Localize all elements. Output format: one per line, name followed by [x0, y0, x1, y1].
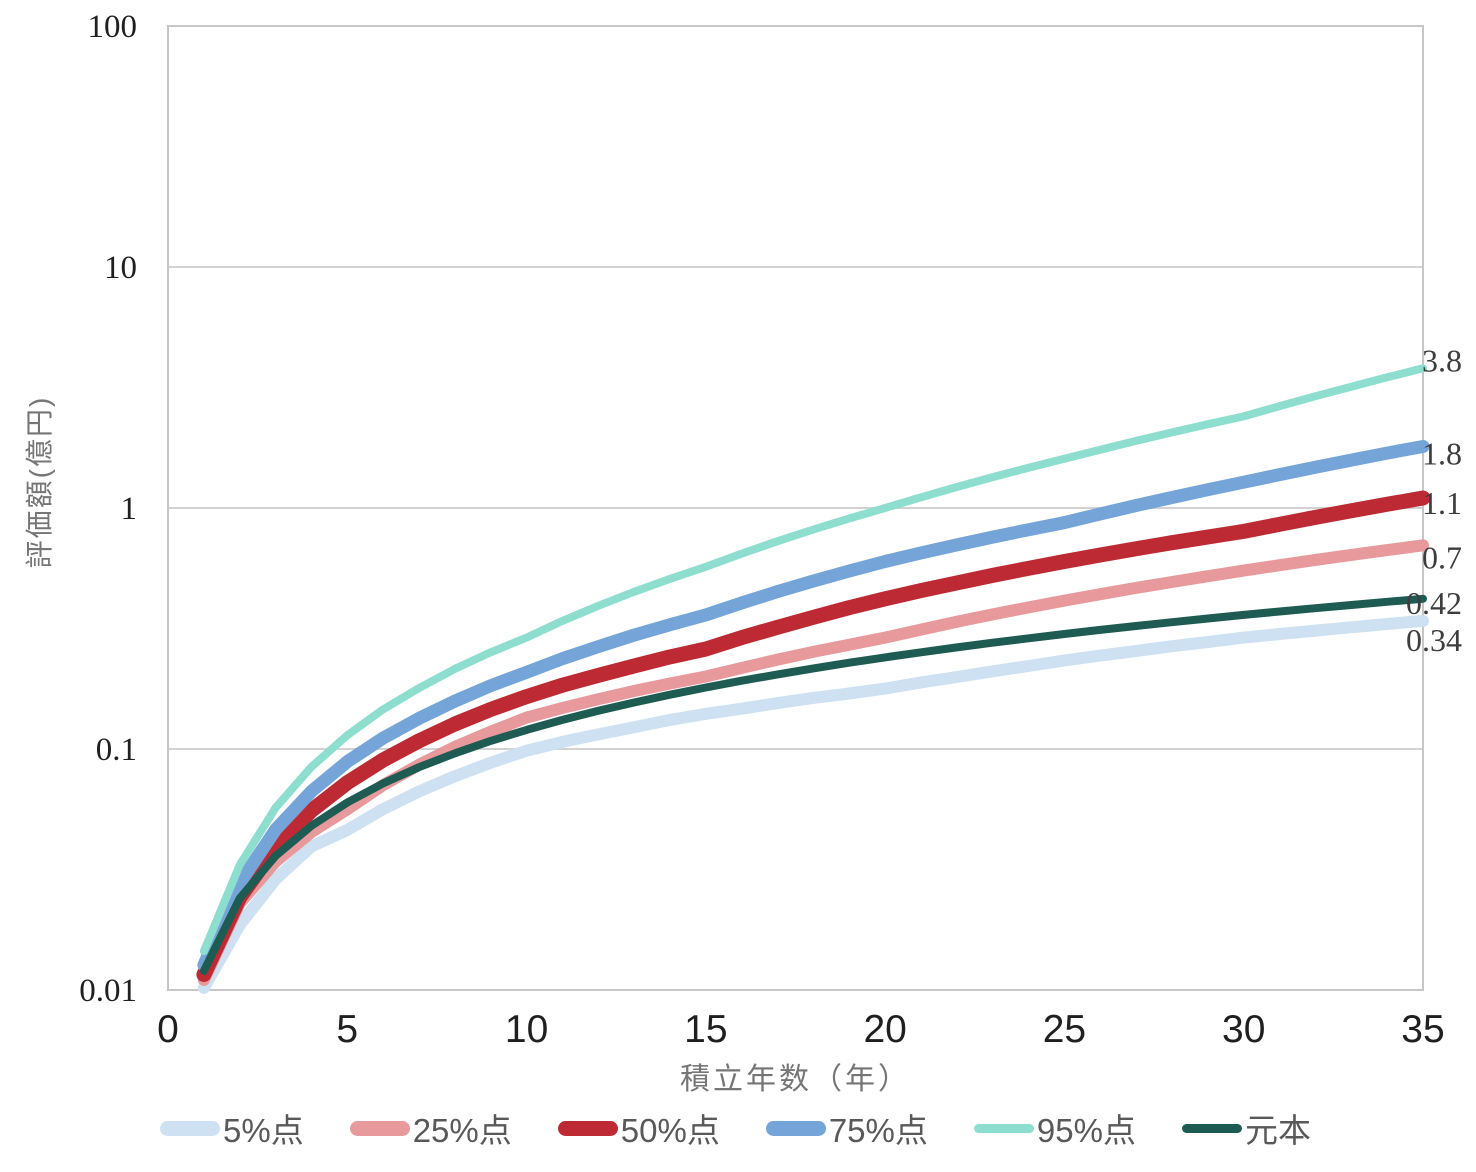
legend-item-50%点: 50%点	[557, 1104, 720, 1152]
series-line-元本	[199, 594, 1427, 975]
legend-swatch-75%点	[765, 1120, 826, 1136]
x-axis-title: 積立年数（年）	[680, 1063, 911, 1096]
x-tick-label: 35	[1401, 1008, 1444, 1051]
y-tick-label: 0.1	[96, 732, 137, 768]
series-line-75%点	[197, 440, 1430, 972]
x-tick-label: 15	[684, 1008, 727, 1051]
series-end-label-75%点: 1.8	[1422, 435, 1462, 471]
legend-label: 95%点	[1036, 1112, 1136, 1149]
x-tick-label: 10	[505, 1008, 548, 1051]
legend-swatch-元本	[1181, 1123, 1242, 1133]
y-tick-label: 10	[104, 250, 137, 286]
legend-label: 元本	[1244, 1112, 1311, 1149]
legend-item-元本: 元本	[1181, 1104, 1311, 1152]
series-end-label-25%点: 0.7	[1422, 539, 1462, 575]
legend-item-95%点: 95%点	[973, 1104, 1136, 1152]
legend-swatch-5%点	[160, 1120, 220, 1136]
series-line-95%点	[199, 364, 1427, 956]
series-line-50%点	[196, 490, 1431, 982]
series-end-label-95%点: 3.8	[1422, 342, 1462, 378]
line-chart-plot: 100 10 1 0.1 0.01 0 5 10 15 20 25 30 35 0.34 0.7 1.1 1.8…	[79, 9, 1462, 1051]
legend-swatch-50%点	[557, 1120, 618, 1136]
legend-item-5%点: 5%点	[160, 1104, 304, 1152]
legend-label: 25%点	[412, 1112, 512, 1149]
y-tick-label: 0.01	[79, 973, 137, 1009]
legend-label: 75%点	[828, 1112, 928, 1149]
y-tick-label: 100	[88, 9, 138, 45]
chart-legend: 5%点 25%点 50%点 75%点 95%点 元本	[160, 1100, 1476, 1156]
series-end-label-元本: 0.42	[1406, 585, 1462, 621]
legend-label: 50%点	[620, 1112, 720, 1149]
series-end-label-50%点: 1.1	[1422, 485, 1462, 521]
x-tick-label: 20	[863, 1008, 906, 1051]
legend-label: 5%点	[223, 1112, 304, 1149]
x-tick-label: 5	[336, 1008, 358, 1051]
x-tick-label: 0	[157, 1008, 179, 1051]
legend-item-75%点: 75%点	[765, 1104, 928, 1152]
series-line-5%点	[197, 614, 1429, 994]
legend-swatch-25%点	[349, 1120, 410, 1136]
x-tick-label: 25	[1043, 1008, 1086, 1051]
y-tick-label: 1	[121, 491, 138, 527]
series-end-label-5%点: 0.34	[1406, 622, 1462, 658]
legend-swatch-95%点	[973, 1123, 1034, 1133]
legend-item-25%点: 25%点	[349, 1104, 512, 1152]
plot-border	[167, 25, 1424, 991]
x-tick-label: 30	[1222, 1008, 1265, 1051]
